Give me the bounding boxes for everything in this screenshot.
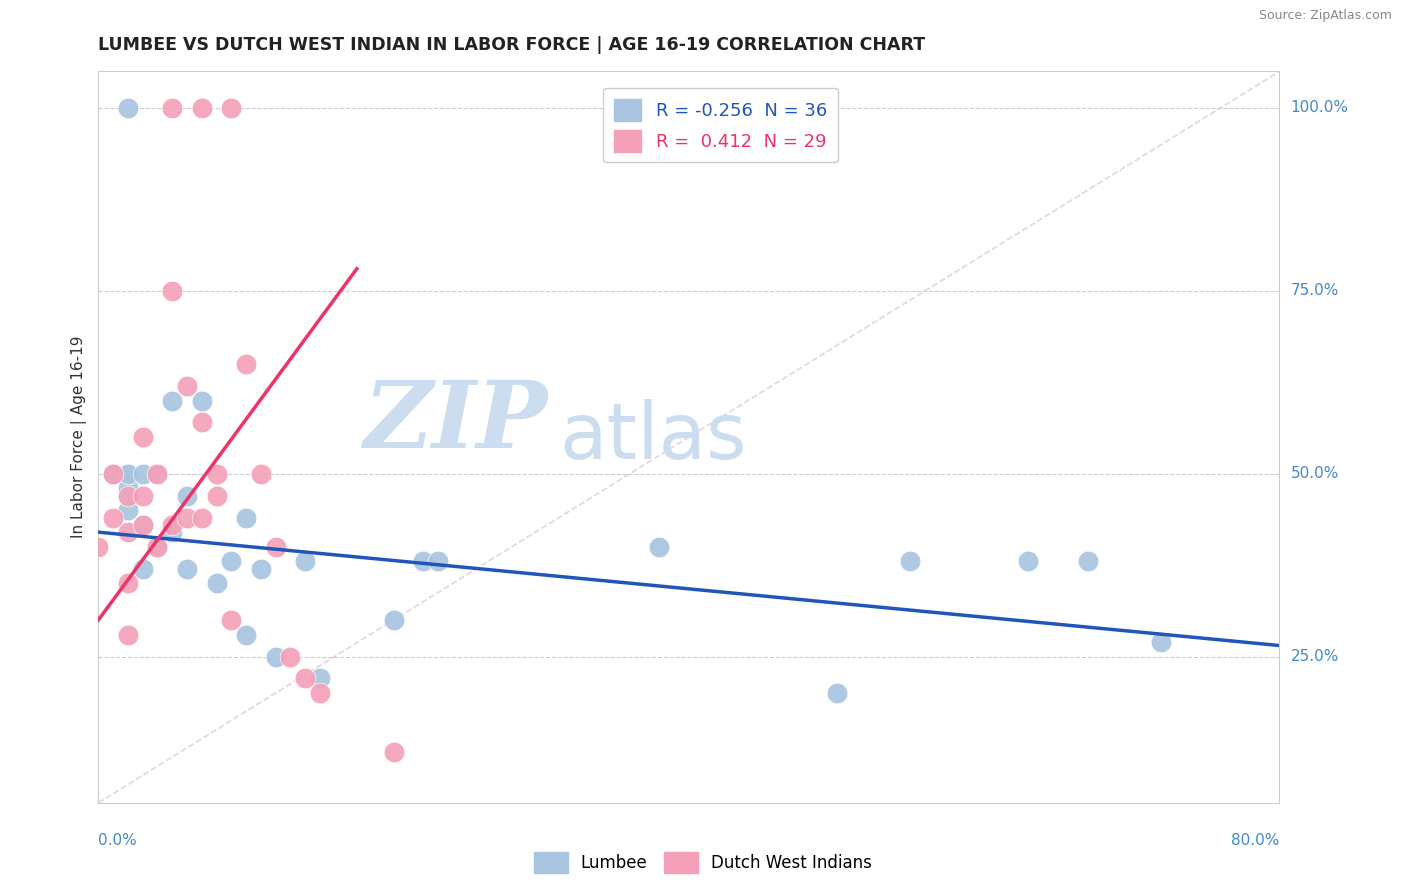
Point: [176, 379, 198, 393]
Point: [117, 101, 139, 115]
Point: [205, 576, 228, 591]
Point: [117, 627, 139, 641]
Point: [176, 562, 198, 576]
Point: [117, 467, 139, 481]
Text: 25.0%: 25.0%: [1291, 649, 1339, 664]
Point: [250, 562, 273, 576]
Point: [103, 467, 125, 481]
Point: [117, 525, 139, 540]
Point: [191, 510, 214, 524]
Point: [278, 649, 302, 664]
Point: [382, 745, 405, 759]
Point: [900, 554, 922, 568]
Point: [117, 467, 139, 481]
Point: [294, 554, 316, 568]
Point: [132, 430, 155, 444]
Point: [132, 517, 155, 532]
Text: 0.0%: 0.0%: [98, 833, 138, 848]
Point: [162, 525, 183, 540]
Point: [412, 554, 434, 568]
Point: [132, 489, 155, 503]
Point: [117, 489, 139, 503]
Point: [1150, 635, 1173, 649]
Point: [117, 489, 139, 503]
Text: LUMBEE VS DUTCH WEST INDIAN IN LABOR FORCE | AGE 16-19 CORRELATION CHART: LUMBEE VS DUTCH WEST INDIAN IN LABOR FOR…: [98, 36, 925, 54]
Text: Source: ZipAtlas.com: Source: ZipAtlas.com: [1258, 9, 1392, 22]
Point: [103, 467, 125, 481]
Y-axis label: In Labor Force | Age 16-19: In Labor Force | Age 16-19: [72, 335, 87, 539]
Point: [103, 467, 125, 481]
Point: [117, 503, 139, 517]
Legend: R = -0.256  N = 36, R =  0.412  N = 29: R = -0.256 N = 36, R = 0.412 N = 29: [603, 87, 838, 162]
Point: [219, 554, 242, 568]
Point: [146, 540, 169, 554]
Point: [648, 540, 671, 554]
Point: [294, 672, 316, 686]
Point: [1077, 554, 1099, 568]
Text: 50.0%: 50.0%: [1291, 467, 1339, 481]
Point: [176, 510, 198, 524]
Point: [235, 357, 257, 371]
Point: [1017, 554, 1039, 568]
Point: [132, 562, 155, 576]
Point: [191, 101, 214, 115]
Point: [146, 540, 169, 554]
Point: [162, 393, 183, 408]
Point: [191, 416, 214, 430]
Text: ZIP: ZIP: [363, 377, 547, 467]
Text: atlas: atlas: [560, 399, 747, 475]
Point: [146, 467, 169, 481]
Text: 75.0%: 75.0%: [1291, 284, 1339, 298]
Point: [219, 613, 242, 627]
Point: [235, 627, 257, 641]
Point: [87, 540, 110, 554]
Point: [825, 686, 848, 700]
Point: [132, 517, 155, 532]
Point: [205, 467, 228, 481]
Point: [250, 467, 273, 481]
Point: [146, 467, 169, 481]
Point: [103, 510, 125, 524]
Text: 80.0%: 80.0%: [1232, 833, 1279, 848]
Point: [264, 540, 287, 554]
Point: [117, 481, 139, 495]
Text: 100.0%: 100.0%: [1291, 101, 1348, 115]
Legend: Lumbee, Dutch West Indians: Lumbee, Dutch West Indians: [527, 846, 879, 880]
Point: [162, 284, 183, 298]
Point: [162, 101, 183, 115]
Point: [219, 101, 242, 115]
Point: [117, 576, 139, 591]
Point: [191, 393, 214, 408]
Point: [382, 613, 405, 627]
Point: [176, 489, 198, 503]
Point: [205, 489, 228, 503]
Point: [427, 554, 450, 568]
Point: [309, 686, 332, 700]
Point: [309, 672, 332, 686]
Point: [162, 517, 183, 532]
Point: [132, 467, 155, 481]
Point: [235, 510, 257, 524]
Point: [264, 649, 287, 664]
